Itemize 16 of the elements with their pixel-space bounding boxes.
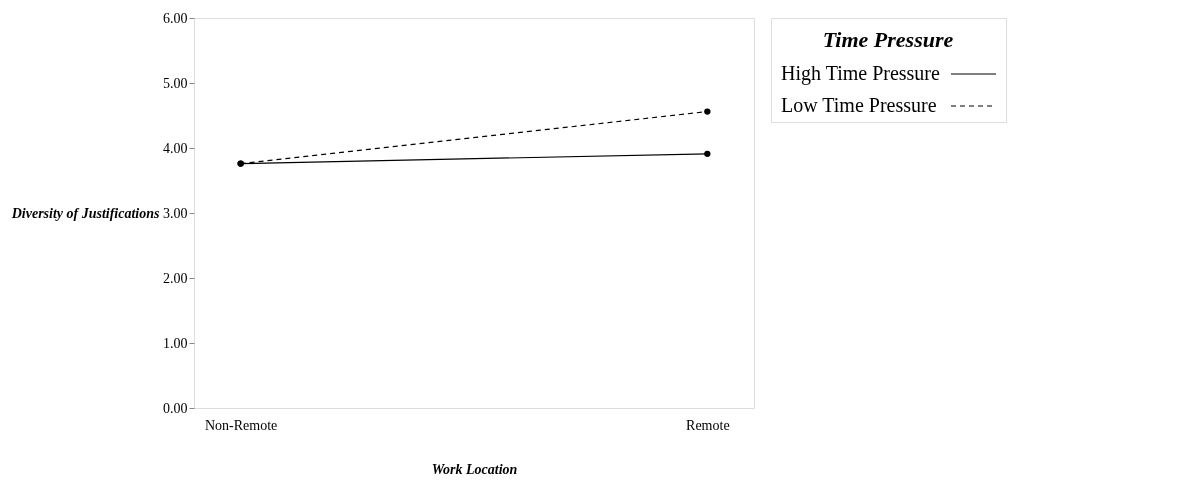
y-axis-title: Diversity of Justifications xyxy=(10,205,161,221)
y-tick-label: 3.00 xyxy=(163,205,188,221)
legend-label: High Time Pressure xyxy=(781,62,941,85)
y-tick-label: 6.00 xyxy=(163,10,188,26)
x-tick-label: Remote xyxy=(686,417,730,433)
legend-label: Low Time Pressure xyxy=(781,94,937,116)
point xyxy=(704,108,711,115)
y-tick-label: 1.00 xyxy=(163,335,188,351)
point xyxy=(704,150,711,158)
y-tick-label: 5.00 xyxy=(163,75,188,91)
y-tick-label: 2.00 xyxy=(163,270,188,286)
x-axis-title: Work Location xyxy=(431,461,518,477)
y-tick-label: 4.00 xyxy=(163,140,188,156)
x-tick-label: Non-Remote xyxy=(205,417,278,433)
legend-title: Time Pressure xyxy=(822,27,954,52)
y-tick-label: 0.00 xyxy=(163,400,188,416)
